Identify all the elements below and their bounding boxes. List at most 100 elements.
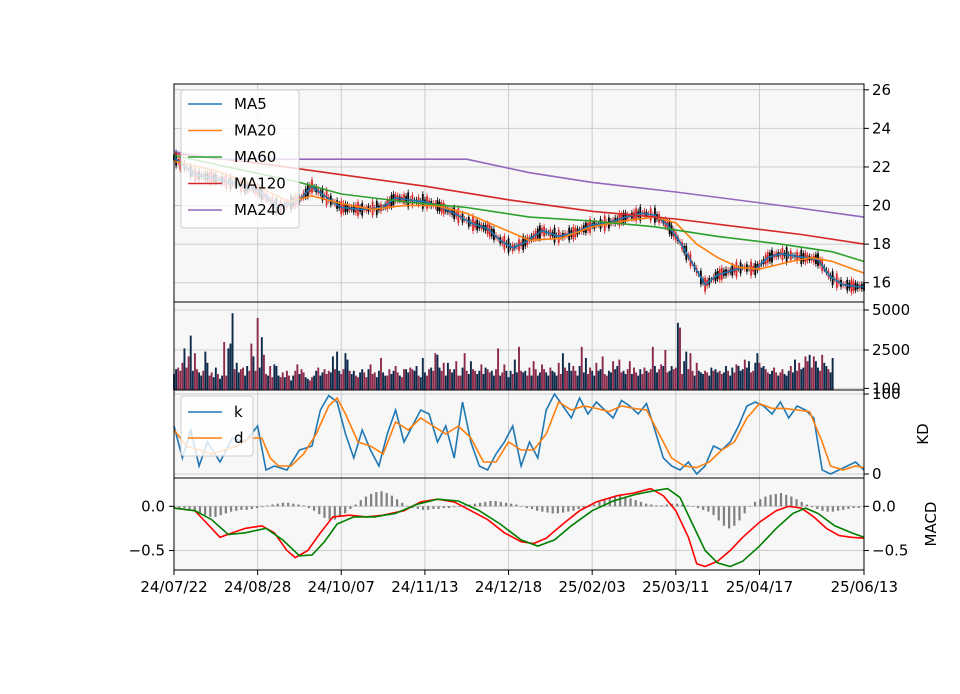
macd-histogram-bar	[821, 506, 824, 511]
macd-histogram-bar	[224, 506, 227, 514]
volume-bar	[198, 372, 201, 390]
volume-bar	[216, 374, 219, 390]
volume-bar	[693, 375, 696, 390]
volume-bar	[382, 372, 385, 390]
volume-bar	[497, 348, 500, 390]
volume-bar	[298, 374, 301, 390]
volume-bar	[271, 377, 274, 390]
series-line-dif	[173, 487, 865, 568]
volume-bar	[329, 372, 332, 390]
volume-bar	[518, 346, 520, 390]
volume-bar	[459, 375, 462, 390]
volume-bar	[467, 374, 470, 390]
legend-label: MA120	[234, 175, 286, 193]
volume-bar	[534, 369, 537, 390]
volume-bar	[432, 370, 435, 390]
volume-bar	[419, 377, 422, 390]
volume-bar	[564, 367, 566, 390]
volume-bar	[294, 370, 297, 390]
macd-histogram-bar	[354, 504, 357, 507]
macd-lines	[173, 487, 865, 568]
volume-bar	[737, 366, 740, 390]
volume-bar	[254, 370, 257, 390]
macd-histogram-bar	[520, 506, 523, 507]
y-tick-label: 22	[872, 158, 891, 176]
volume-bar	[674, 367, 677, 390]
volume-bar	[503, 364, 506, 390]
volume-bar	[507, 377, 510, 390]
volume-bar	[536, 375, 539, 390]
volume-bar	[649, 369, 652, 390]
macd-histogram-bar	[193, 506, 196, 511]
series-line-d	[173, 396, 865, 471]
volume-bar	[735, 364, 738, 390]
macd-histogram-bar	[359, 500, 362, 507]
volume-bar	[380, 358, 382, 390]
x-tick-label: 24/12/18	[475, 578, 542, 596]
y-tick-label: 100	[872, 385, 901, 403]
volume-bar	[773, 367, 776, 390]
volume-bar	[367, 369, 370, 390]
volume-bar	[800, 369, 803, 390]
volume-bar	[610, 372, 612, 390]
volume-bar	[231, 313, 234, 390]
volume-bar	[377, 370, 380, 390]
volume-bar	[607, 370, 610, 390]
volume-bar	[430, 367, 433, 390]
macd-histogram-bar	[852, 506, 855, 509]
legend-box	[180, 89, 300, 229]
volume-bar	[331, 356, 334, 390]
volume-bar	[645, 370, 648, 390]
volume-bar	[206, 362, 209, 390]
volume-bar	[704, 370, 707, 390]
volume-bar	[605, 375, 608, 390]
series-line-ma20	[173, 160, 865, 274]
macd-histogram-bar	[811, 506, 814, 508]
y-tick-label: 0.0	[872, 497, 896, 515]
macd-histogram-bar	[774, 493, 777, 507]
volume-bar	[304, 377, 307, 390]
volume-bar	[566, 370, 569, 390]
volume-bar	[787, 370, 790, 390]
volume-bar	[823, 362, 826, 390]
volume-bar	[720, 374, 723, 390]
volume-bar	[323, 369, 326, 390]
volume-bar	[478, 370, 481, 390]
volume-bar	[221, 375, 224, 390]
volume-bar	[670, 366, 673, 390]
x-tick-label: 24/07/22	[140, 578, 207, 596]
macd-histogram-bar	[847, 506, 850, 509]
volume-bar	[455, 361, 458, 390]
macd-histogram-bar	[489, 501, 492, 507]
macd-histogram-bar	[302, 505, 305, 507]
volume-bar	[718, 370, 721, 390]
volume-bar	[695, 362, 698, 390]
volume-bar	[616, 366, 619, 390]
macd-histogram-bar	[287, 502, 290, 507]
volume-bar	[501, 372, 504, 390]
volume-bar	[390, 374, 393, 390]
volume-bar	[812, 356, 815, 390]
volume-bar	[764, 369, 767, 390]
volume-bar	[668, 370, 671, 390]
volume-bar	[549, 367, 552, 390]
macd-histogram-bar	[645, 503, 648, 507]
volume-bar	[227, 348, 230, 390]
macd-histogram-bar	[312, 506, 316, 511]
volume-bar	[371, 374, 374, 390]
macd-histogram-bar	[406, 506, 409, 507]
volume-bar	[656, 372, 658, 390]
volume-bar	[775, 372, 778, 390]
y-tick-label: 18	[872, 235, 891, 253]
volume-bar	[444, 375, 447, 390]
volume-bar	[373, 372, 376, 390]
x-tick-label: 24/08/28	[224, 578, 291, 596]
volume-bar	[449, 369, 451, 390]
macd-histogram-bar	[551, 506, 554, 514]
volume-bar	[417, 375, 420, 390]
macd-histogram-bar	[484, 501, 487, 507]
volume-bar	[183, 348, 186, 390]
macd-histogram-bar	[401, 502, 404, 507]
volume-bar	[210, 372, 213, 390]
volume-bar	[511, 374, 514, 390]
